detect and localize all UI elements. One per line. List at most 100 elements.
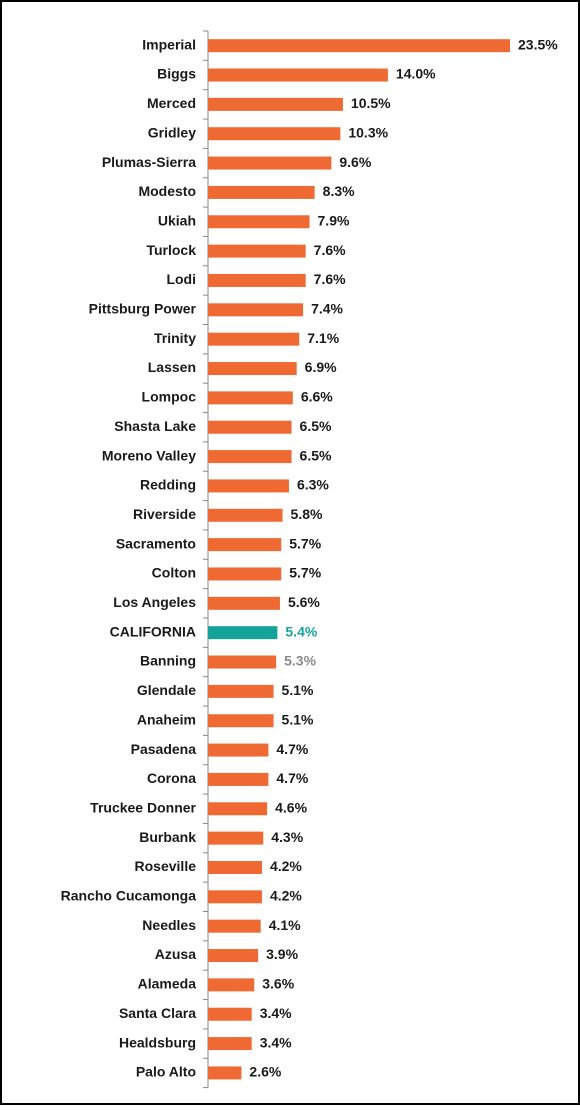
category-label: Merced [147,95,196,111]
category-label: Gridley [148,124,196,140]
bar [208,538,282,552]
category-label: Modesto [138,183,196,199]
category-label: Moreno Valley [102,447,196,463]
bar [208,303,304,317]
bar [208,68,388,82]
category-label: Glendale [137,682,196,698]
bar [208,97,343,111]
category-label: Colton [152,565,196,581]
bar [208,919,261,933]
value-label: 6.3% [297,477,329,493]
value-label: 4.1% [269,917,301,933]
bar [208,391,293,405]
bar [208,39,510,53]
value-label: 5.7% [289,535,321,551]
value-label: 7.6% [314,271,346,287]
category-label: Sacramento [116,535,196,551]
category-label: Pittsburg Power [89,301,197,317]
category-label: Santa Clara [119,1005,196,1021]
category-label: Trinity [154,330,196,346]
value-label: 4.6% [275,799,307,815]
category-label: Riverside [133,506,196,522]
category-label: Alameda [138,976,197,992]
category-label: Pasadena [131,741,197,757]
value-label: 5.4% [285,623,317,639]
category-label: Redding [140,477,196,493]
value-label: 9.6% [339,154,371,170]
category-label: CALIFORNIA [110,623,196,639]
value-label: 8.3% [323,183,355,199]
value-label: 5.6% [288,594,320,610]
value-label: 4.7% [276,741,308,757]
category-label: Corona [147,770,196,786]
value-label: 5.3% [284,653,316,669]
value-label: 3.4% [260,1005,292,1021]
bar [208,626,278,640]
category-label: Azusa [155,946,196,962]
bar [208,1066,242,1080]
category-label: Lompoc [142,389,197,405]
bar [208,450,292,464]
bar [208,508,283,522]
bar [208,185,315,199]
category-label: Healdsburg [119,1034,196,1050]
bar [208,215,310,229]
bar [208,860,262,874]
bar [208,655,277,669]
category-label: Palo Alto [136,1064,196,1080]
bar [208,714,274,728]
value-label: 4.7% [276,770,308,786]
value-label: 5.1% [282,682,314,698]
value-label: 4.3% [271,829,303,845]
value-label: 5.1% [282,711,314,727]
value-label: 10.5% [351,95,391,111]
category-label: Truckee Donner [90,799,196,815]
value-label: 23.5% [518,36,558,52]
value-label: 2.6% [249,1064,281,1080]
value-label: 3.4% [260,1034,292,1050]
value-label: 5.7% [289,565,321,581]
category-label: Needles [142,917,196,933]
bar [208,890,262,904]
value-label: 5.8% [291,506,323,522]
bar [208,743,269,757]
category-label: Shasta Lake [114,418,196,434]
value-label: 7.9% [318,212,350,228]
value-label: 14.0% [396,66,436,82]
category-label: Roseville [135,858,197,874]
bar [208,831,264,845]
category-label: Plumas-Sierra [102,154,196,170]
category-label: Lodi [166,271,196,287]
category-label: Turlock [146,242,196,258]
value-label: 7.4% [311,301,343,317]
category-label: Lassen [148,359,196,375]
value-label: 10.3% [348,124,388,140]
category-label: Rancho Cucamonga [61,888,197,904]
category-label: Anaheim [137,711,196,727]
bar [208,772,269,786]
category-label: Los Angeles [113,594,196,610]
bar [208,596,280,610]
value-label: 6.6% [301,389,333,405]
bar [208,273,306,287]
bar [208,978,255,992]
value-label: 6.9% [305,359,337,375]
value-label: 7.6% [314,242,346,258]
bar [208,479,289,493]
category-label: Burbank [139,829,196,845]
bar [208,332,300,346]
bar [208,420,292,434]
bar [208,802,268,816]
value-label: 4.2% [270,888,302,904]
value-label: 4.2% [270,858,302,874]
bar [208,156,332,170]
value-label: 6.5% [300,447,332,463]
bar [208,1037,252,1051]
bar [208,127,341,141]
category-label: Biggs [157,66,196,82]
bar [208,1007,252,1021]
bar [208,684,274,698]
bar [208,244,306,258]
